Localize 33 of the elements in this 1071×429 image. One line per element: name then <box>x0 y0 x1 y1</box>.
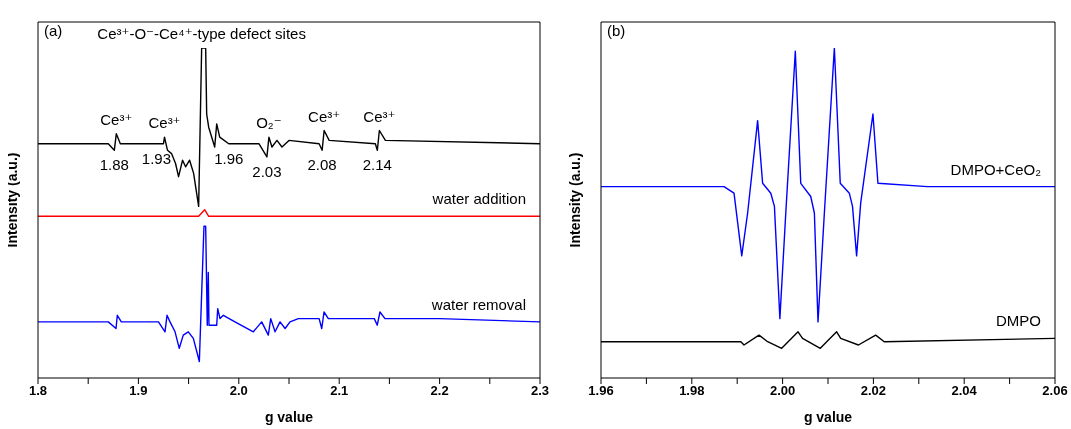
annotation: 1.96 <box>214 149 244 167</box>
x-tick-label: 2.06 <box>1042 383 1068 399</box>
annotation: O₂⁻ <box>256 114 282 132</box>
x-tick-label: 2.3 <box>530 383 550 399</box>
x-tick-label: 2.2 <box>430 383 449 399</box>
annotation: 1.88 <box>99 156 129 174</box>
x-tick-label: 1.8 <box>28 383 48 399</box>
x-tick-label: 2.04 <box>951 383 978 399</box>
x-tick-label: 1.96 <box>588 383 614 399</box>
text: (b) <box>607 22 626 39</box>
x-tick-label: 1.9 <box>129 383 148 399</box>
series-label: water addition <box>431 190 526 208</box>
x-tick-label: 1.98 <box>679 383 705 399</box>
annotation: Ce³⁺ <box>363 107 396 125</box>
annotation: 2.03 <box>252 162 282 180</box>
x-axis-title: g value <box>803 409 853 425</box>
annotation: 1.93 <box>141 149 172 167</box>
x-tick-label: 2.00 <box>769 383 796 399</box>
x-axis-title: g value <box>264 409 314 425</box>
text: (a) <box>44 22 63 39</box>
annotation: Ce³⁺ <box>100 110 133 128</box>
y-axis-title: Intensity (a.u.) <box>566 152 583 248</box>
x-tick-label: 2.1 <box>330 383 349 399</box>
annotation: Ce³⁺ <box>308 107 341 125</box>
annotation: Ce³⁺-O⁻-Ce⁴⁺-type defect sites <box>97 25 306 42</box>
x-tick-label: 2.02 <box>860 383 887 399</box>
annotation: Ce³⁺ <box>148 114 181 132</box>
series-label: DMPO+CeO₂ <box>950 160 1042 178</box>
annotation: 2.14 <box>362 156 392 174</box>
annotation: 2.08 <box>307 156 337 174</box>
series-label: water removal <box>430 295 526 313</box>
series-label: DMPO <box>996 312 1041 330</box>
x-tick-label: 2.0 <box>229 383 248 399</box>
